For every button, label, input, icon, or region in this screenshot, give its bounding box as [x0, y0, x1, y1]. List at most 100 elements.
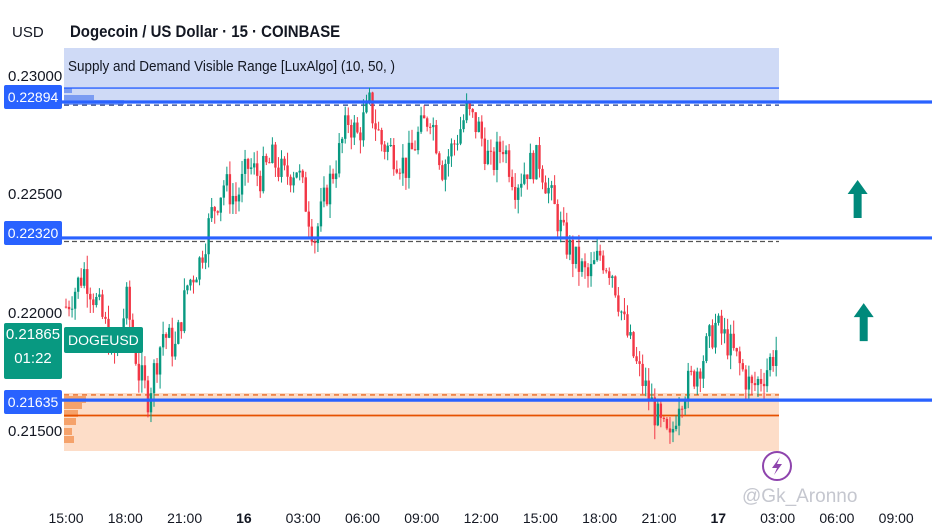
x-tick-label: 21:00 [641, 510, 677, 526]
candle-body [474, 112, 477, 133]
candle-body [198, 257, 201, 280]
candle-body [629, 332, 632, 336]
profile-bar [64, 95, 94, 100]
candle-body [353, 122, 356, 138]
candle-body [559, 219, 562, 232]
candle-body [73, 291, 77, 309]
candle-body [337, 143, 341, 174]
profile-bar [64, 418, 76, 425]
candle-body [705, 336, 708, 362]
candle-body [292, 177, 295, 186]
candle-body [765, 370, 769, 387]
candle-body [699, 371, 702, 379]
candle-body [495, 141, 499, 170]
candle-body [374, 123, 377, 130]
candle-body [331, 173, 335, 180]
candle-body [441, 165, 444, 180]
candle-body [447, 156, 450, 164]
candle-body [662, 417, 666, 419]
candle-body [601, 255, 605, 271]
candle-body [726, 329, 729, 356]
candle-body [180, 322, 183, 332]
candle-body [259, 175, 262, 192]
candle-body [104, 316, 107, 319]
candle-body [422, 115, 426, 119]
candle-body [152, 363, 156, 394]
candle-body [553, 185, 556, 205]
candle-body [256, 163, 259, 176]
candle-body [295, 172, 298, 178]
candle-body [383, 144, 386, 152]
x-tick-label: 21:00 [167, 510, 203, 526]
supply-level-tag: 0.22894 [4, 85, 62, 109]
indicator-label[interactable]: Supply and Demand Visible Range [LuxAlgo… [68, 58, 395, 75]
candle-body [635, 356, 638, 362]
candle-body [246, 158, 250, 169]
candle-body [605, 270, 608, 272]
candle-body [510, 176, 514, 187]
candle-body [759, 378, 763, 384]
candle-body [696, 371, 699, 387]
candle-body [644, 380, 647, 386]
candle-body [598, 250, 602, 256]
candle-body [283, 158, 286, 166]
candle-body [656, 403, 660, 426]
supply-zone [64, 48, 779, 103]
x-tick-label: 18:00 [107, 510, 143, 526]
level-lines[interactable] [62, 100, 932, 402]
up-arrow-icon [853, 303, 874, 342]
x-tick-label: 06:00 [344, 510, 381, 526]
profile-bar [64, 428, 72, 435]
candle-body [480, 121, 483, 139]
candle-body [741, 363, 745, 370]
candle-body [252, 163, 256, 168]
up-arrow-shape [847, 180, 868, 219]
candle-body [350, 125, 353, 138]
candle-body [647, 380, 650, 400]
candle-body [164, 334, 168, 338]
candle-body [307, 211, 310, 227]
candle-body [298, 170, 301, 173]
currency-label[interactable]: USD [12, 24, 44, 41]
candle-body [286, 165, 289, 177]
candle-body [693, 371, 696, 387]
candle-body [674, 425, 678, 430]
candle-body [468, 103, 471, 110]
candle-body [611, 276, 614, 278]
profile-bar [64, 410, 78, 417]
candle-body [122, 318, 125, 331]
candle-body [347, 115, 350, 126]
candle-body [614, 276, 617, 296]
candle-body [659, 403, 663, 418]
candle-body [392, 144, 395, 170]
candle-body [143, 365, 147, 381]
candle-body [128, 286, 131, 320]
candle-body [365, 100, 368, 113]
candles [64, 87, 778, 444]
candle-body [762, 383, 766, 387]
candle-body [289, 176, 292, 186]
candle-body [690, 370, 693, 372]
candle-body [462, 120, 465, 130]
candle-body [450, 143, 453, 157]
candle-body [310, 226, 314, 242]
candle-body [747, 376, 751, 390]
candle-body [322, 187, 326, 202]
candle-body [626, 314, 629, 336]
x-tick-label: 09:00 [404, 510, 440, 526]
candle-body [665, 418, 669, 429]
candle-body [595, 250, 599, 261]
candle-body [432, 124, 435, 128]
zone-lines [64, 87, 779, 417]
candle-body [268, 162, 271, 164]
candle-body [83, 269, 86, 286]
y-tick-label: 0.21500 [8, 423, 63, 441]
candle-body [243, 158, 247, 174]
profile-bar [64, 88, 72, 93]
candle-body [683, 400, 687, 409]
signal-arrows [847, 180, 874, 342]
candle-body [589, 263, 593, 277]
candle-body [398, 172, 402, 174]
candle-body [101, 294, 104, 317]
